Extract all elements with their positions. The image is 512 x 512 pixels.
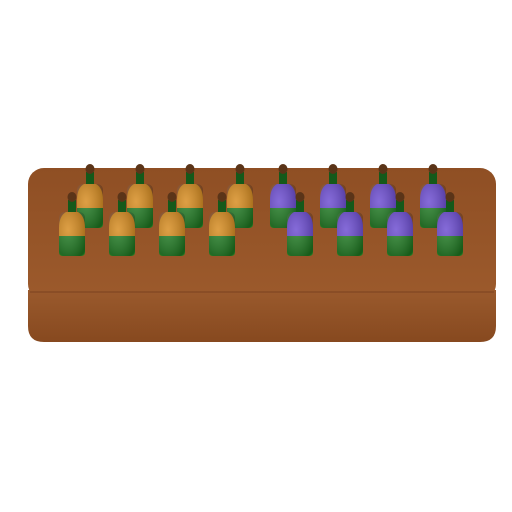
bottle-cap [185, 164, 195, 174]
bottle-neck [86, 172, 94, 184]
bottle-shading [159, 212, 185, 256]
bottle-neck [379, 172, 387, 184]
bottle-cap [395, 192, 405, 202]
bottle-neck [68, 200, 76, 212]
bottle-cap [217, 192, 227, 202]
front-row-bottle-7 [387, 192, 413, 256]
bottle-neck [296, 200, 304, 212]
bottle-cap [85, 164, 95, 174]
bottle-cap [67, 192, 77, 202]
bottle-cap [445, 192, 455, 202]
front-row-bottle-4 [209, 192, 235, 256]
bottle-neck [279, 172, 287, 184]
bottle-cap [378, 164, 388, 174]
bottle-shading [109, 212, 135, 256]
bottle-cap [278, 164, 288, 174]
bottle-shading [437, 212, 463, 256]
bottle-cap [428, 164, 438, 174]
bottle-cap [167, 192, 177, 202]
bottle-neck [186, 172, 194, 184]
bottle-neck [136, 172, 144, 184]
front-row-bottle-3 [159, 192, 185, 256]
bottle-neck [329, 172, 337, 184]
front-row-bottle-1 [59, 192, 85, 256]
bottle-neck [218, 200, 226, 212]
bottle-cap [135, 164, 145, 174]
bottle-cap [345, 192, 355, 202]
bottle-neck [396, 200, 404, 212]
bottle-cap [235, 164, 245, 174]
bottle-neck [236, 172, 244, 184]
bottle-cap [117, 192, 127, 202]
bottle-neck [168, 200, 176, 212]
bottle-cap [328, 164, 338, 174]
bottles-front-row [59, 192, 463, 256]
back-row-bottle-7 [370, 164, 396, 228]
front-row-bottle-6 [337, 192, 363, 256]
bottle-shading [59, 212, 85, 256]
front-row-bottle-5 [287, 192, 313, 256]
bottle-shading [387, 212, 413, 256]
bottle-shading [209, 212, 235, 256]
tray-front-face [28, 290, 496, 342]
front-row-bottle-2 [109, 192, 135, 256]
bottle-neck [429, 172, 437, 184]
bottle-neck [446, 200, 454, 212]
bottle-shading [287, 212, 313, 256]
bottle-neck [118, 200, 126, 212]
bottle-shading [337, 212, 363, 256]
bottle-cap [295, 192, 305, 202]
front-row-bottle-8 [437, 192, 463, 256]
bottle-neck [346, 200, 354, 212]
